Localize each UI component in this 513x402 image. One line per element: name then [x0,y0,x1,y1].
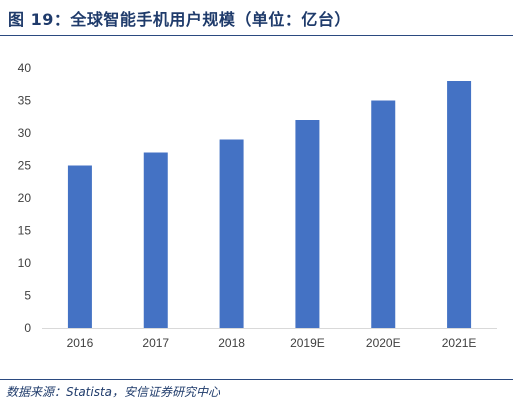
source-note: 数据来源：Statista，安信证券研究中心 [6,385,221,399]
y-tick-label: 30 [18,126,32,140]
x-axis-labels: 2016 2017 2018 2019E 2020E 2021E [67,336,477,350]
y-tick-label: 10 [18,256,32,270]
bar-2020E [371,100,396,328]
x-tick-label: 2018 [218,336,245,350]
y-tick-label: 5 [24,289,31,303]
bar-2018 [219,139,244,328]
x-tick-label: 2021E [442,336,477,350]
y-tick-label: 0 [24,321,31,335]
y-tick-label: 35 [18,94,32,108]
y-tick-label: 15 [18,224,32,238]
x-tick-label: 2016 [67,336,94,350]
y-axis-ticks: 0 5 10 15 20 25 30 35 40 [18,61,32,335]
footer-divider [0,379,513,380]
bars [67,81,472,328]
y-tick-label: 40 [18,61,32,75]
y-tick-label: 20 [18,191,32,205]
chart-title: 图 19：全球智能手机用户规模（单位：亿台） [8,10,351,29]
bar-2019E [295,120,320,328]
x-tick-label: 2020E [366,336,401,350]
y-tick-label: 25 [18,159,32,173]
x-tick-label: 2019E [290,336,325,350]
bar-2021E [447,81,472,328]
x-tick-label: 2017 [142,336,169,350]
bar-2017 [143,152,168,328]
header-divider [0,35,513,36]
bar-2016 [67,165,92,328]
